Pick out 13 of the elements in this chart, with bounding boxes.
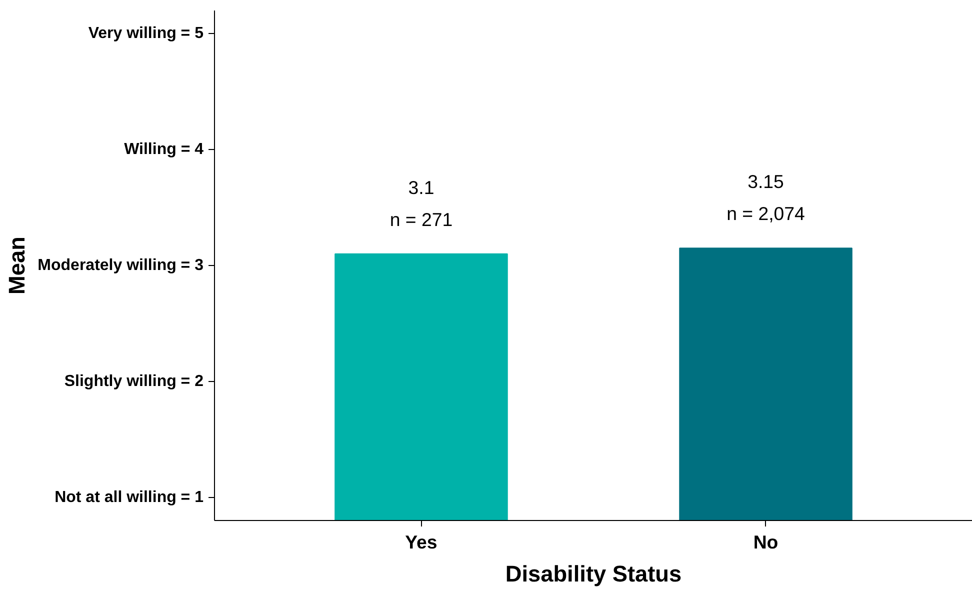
y-tick-label: Not at all willing = 1 [54,488,204,506]
y-tick-label: Willing = 4 [124,141,204,158]
x-axis-title: Disability Status [505,560,682,586]
y-axis-title: Mean [4,236,30,294]
y-tick-label: Very willing = 5 [88,25,204,42]
data-label: 3.1 [408,176,434,198]
x-tick-label: Yes [405,532,438,552]
annotation: n = 271 [390,208,453,230]
data-label: 3.15 [748,171,784,192]
y-tick-label: Moderately willing = 3 [38,257,204,274]
x-tick-label: No [753,532,778,552]
y-tick-label: Slightly willing = 2 [64,372,204,390]
annotation: n = 2,074 [726,203,805,224]
